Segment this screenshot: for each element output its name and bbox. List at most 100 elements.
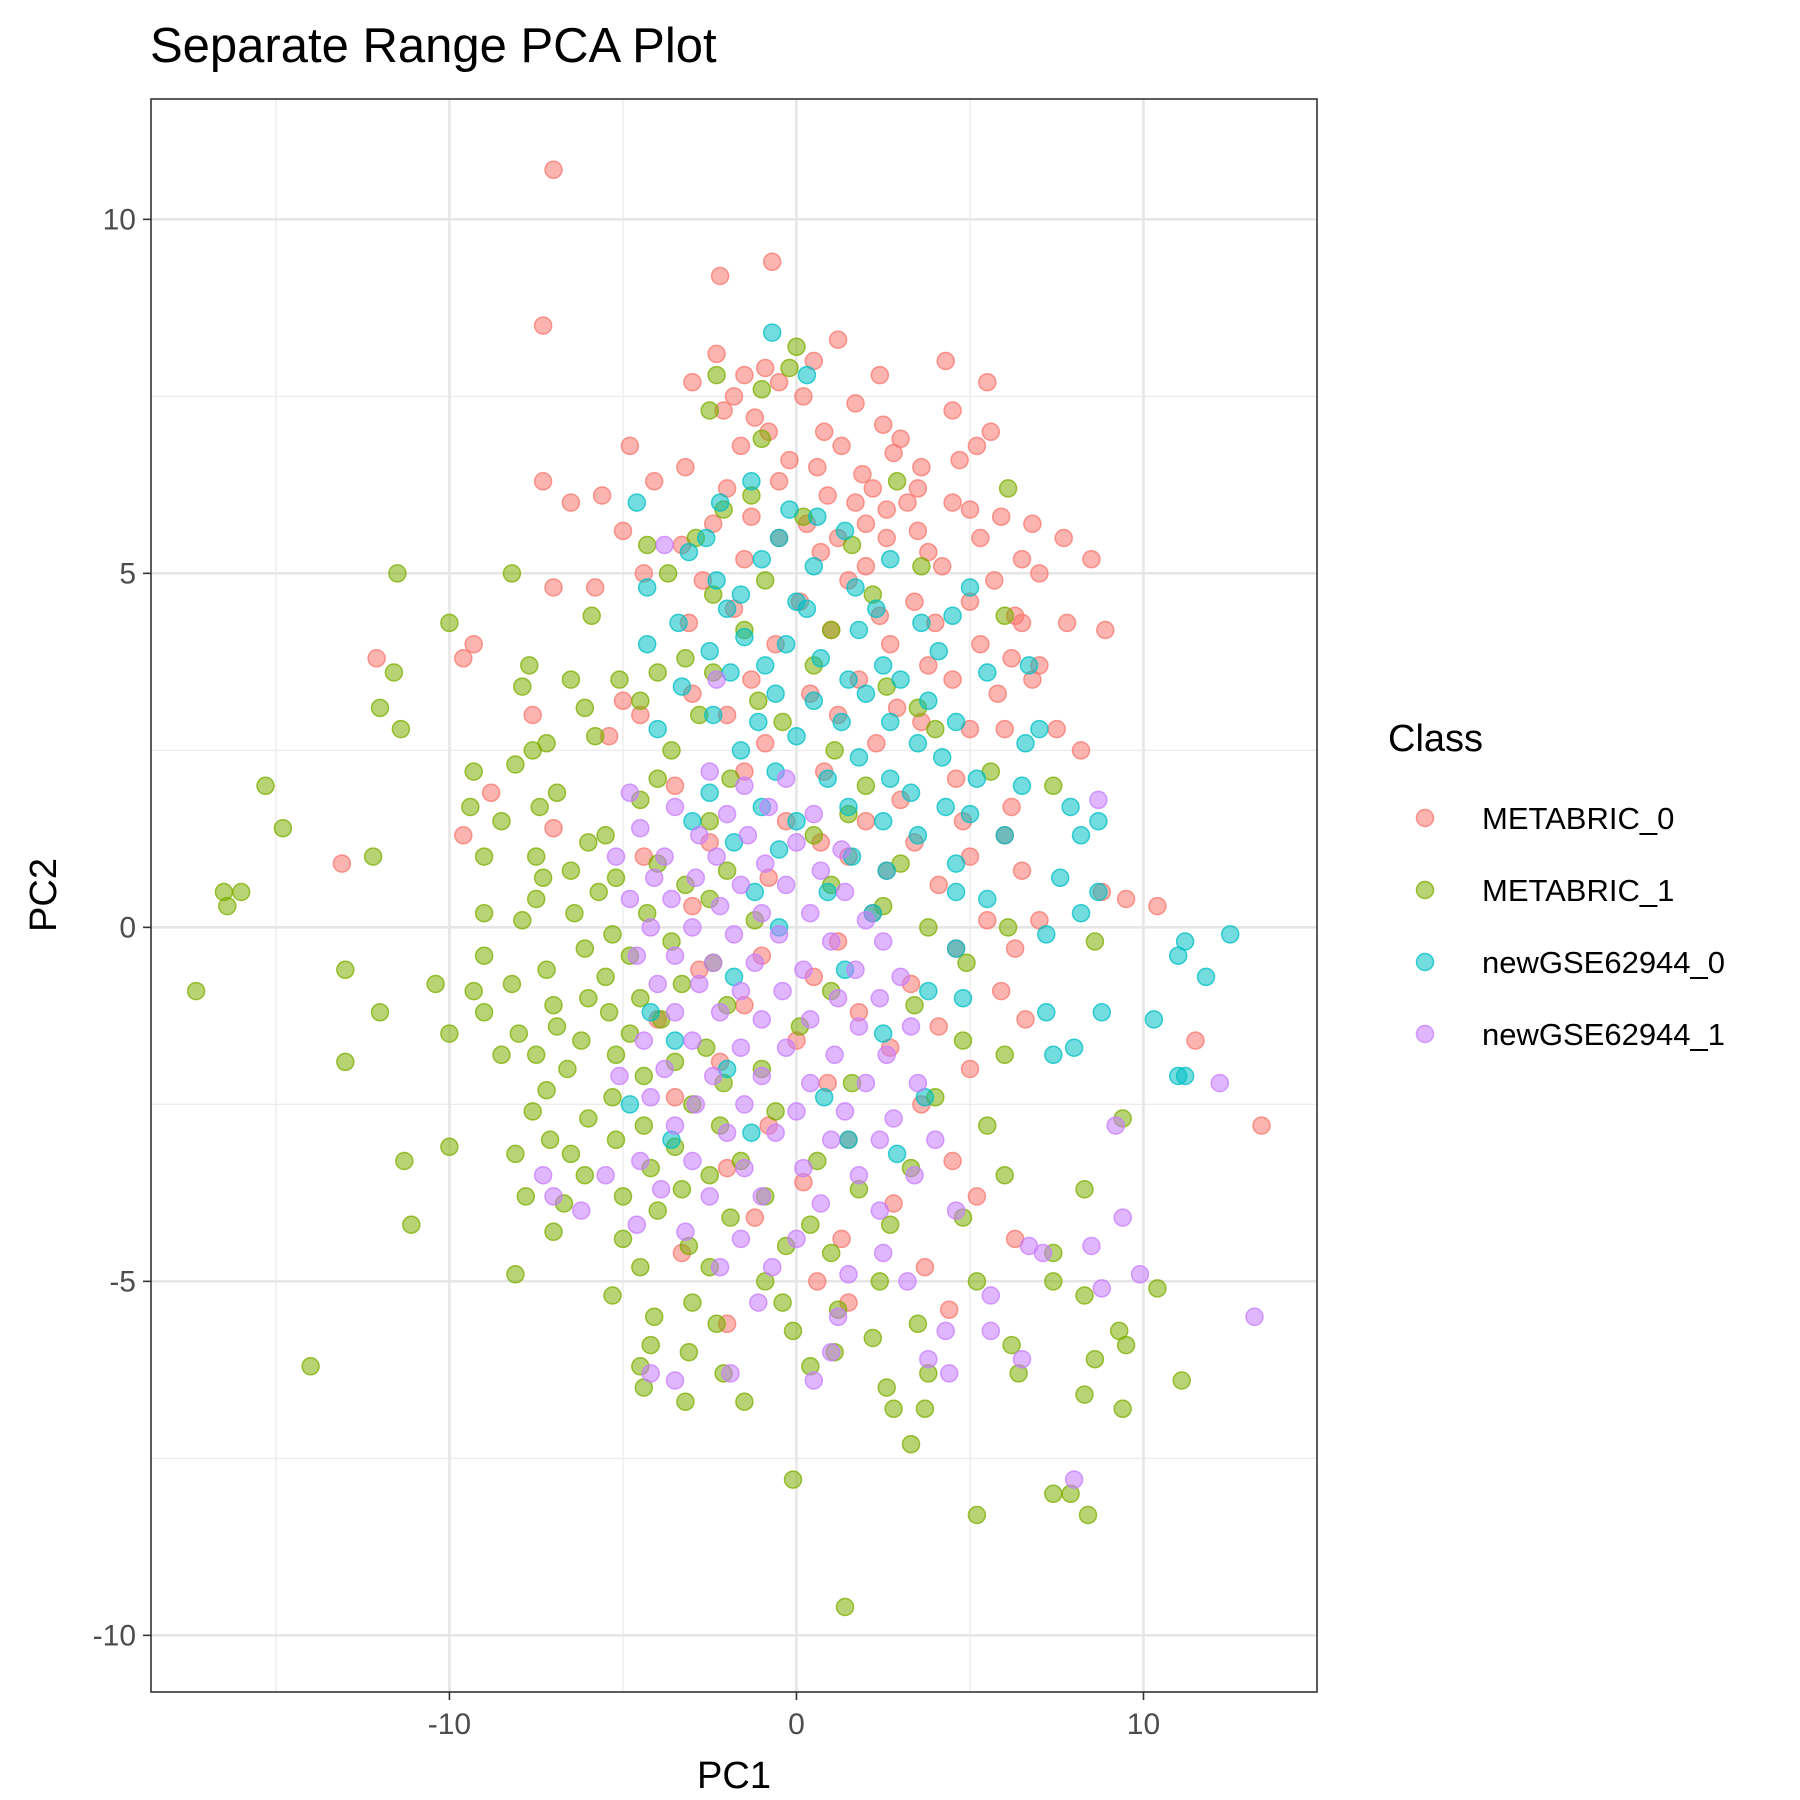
data-point — [1023, 514, 1042, 534]
data-point — [804, 1371, 824, 1390]
data-point — [1002, 649, 1021, 668]
data-point — [873, 811, 893, 831]
data-point — [644, 868, 664, 888]
data-point — [474, 847, 494, 866]
data-point — [1044, 1484, 1063, 1504]
chart-title: Separate Range PCA Plot — [150, 19, 717, 73]
legend-item: METABRIC_0 — [1415, 801, 1674, 836]
data-point — [849, 748, 869, 767]
data-point — [544, 818, 563, 838]
data-point — [762, 323, 782, 342]
data-point — [1037, 925, 1056, 944]
data-point — [1089, 882, 1108, 902]
data-point — [946, 712, 966, 732]
data-point — [1012, 861, 1032, 880]
data-point — [1047, 719, 1066, 739]
data-point — [978, 372, 997, 392]
data-point — [946, 769, 966, 788]
y-tick-label: 10 — [103, 203, 136, 236]
data-point — [731, 875, 751, 895]
data-point — [932, 748, 952, 767]
data-point — [995, 826, 1014, 845]
data-point — [592, 486, 612, 505]
data-point — [818, 882, 837, 902]
data-point — [603, 925, 622, 944]
data-point — [936, 797, 955, 817]
data-point — [828, 330, 848, 349]
data-point — [839, 1265, 858, 1284]
data-point — [603, 1286, 622, 1305]
data-point — [821, 1243, 841, 1263]
data-point — [849, 1165, 869, 1185]
data-point — [880, 1215, 900, 1234]
data-point — [776, 769, 796, 788]
legend-key — [1415, 1024, 1435, 1044]
data-point — [655, 1059, 674, 1079]
data-point — [898, 493, 917, 512]
data-point — [1085, 1349, 1105, 1369]
data-point — [631, 1151, 650, 1171]
y-tick-label: 5 — [119, 557, 136, 590]
data-point — [700, 401, 719, 420]
data-point — [939, 1300, 959, 1319]
data-point — [1252, 1116, 1271, 1135]
data-point — [1210, 1073, 1230, 1093]
data-point — [700, 641, 719, 661]
data-point — [755, 656, 775, 675]
data-point — [606, 847, 626, 866]
data-point — [839, 670, 858, 689]
data-point — [388, 564, 407, 583]
data-point — [825, 1045, 844, 1065]
data-point — [978, 663, 997, 682]
data-point — [787, 726, 806, 746]
data-point — [558, 1059, 577, 1079]
data-point — [1075, 1286, 1094, 1305]
data-point — [655, 535, 674, 555]
data-point — [950, 450, 969, 470]
data-point — [1092, 1279, 1112, 1298]
data-point — [665, 1031, 685, 1050]
data-point — [735, 365, 754, 385]
data-point — [832, 1229, 851, 1249]
data-point — [454, 649, 473, 668]
data-point — [1186, 1031, 1205, 1050]
data-point — [908, 1314, 928, 1334]
data-point — [579, 988, 598, 1008]
data-point — [877, 1045, 896, 1065]
data-point — [884, 1399, 903, 1419]
data-point — [929, 1017, 948, 1036]
data-point — [1075, 1385, 1094, 1404]
data-point — [533, 868, 553, 888]
data-point — [1071, 903, 1091, 923]
data-point — [794, 1158, 813, 1178]
data-point — [780, 358, 799, 378]
data-point — [579, 833, 598, 852]
data-point — [464, 981, 483, 1001]
data-point — [1044, 1272, 1063, 1291]
data-point — [1054, 528, 1073, 548]
data-point — [506, 1265, 525, 1284]
data-point — [814, 422, 834, 442]
data-point — [1220, 925, 1240, 944]
data-point — [537, 960, 556, 980]
data-point — [752, 1066, 772, 1086]
data-point — [821, 1130, 841, 1150]
data-point — [801, 1010, 820, 1029]
data-point — [665, 776, 685, 796]
data-point — [572, 1201, 591, 1220]
data-point — [908, 479, 928, 498]
data-point — [474, 903, 494, 923]
data-point — [995, 606, 1014, 626]
data-point — [1012, 776, 1032, 796]
data-point — [710, 1257, 730, 1277]
data-point — [880, 549, 900, 569]
data-point — [1078, 1505, 1098, 1525]
data-point — [1085, 932, 1105, 951]
data-point — [724, 925, 744, 944]
data-point — [631, 691, 650, 711]
data-point — [1116, 889, 1136, 909]
data-point — [835, 1597, 855, 1617]
data-point — [856, 776, 876, 796]
data-point — [613, 1187, 633, 1206]
data-point — [523, 705, 542, 725]
